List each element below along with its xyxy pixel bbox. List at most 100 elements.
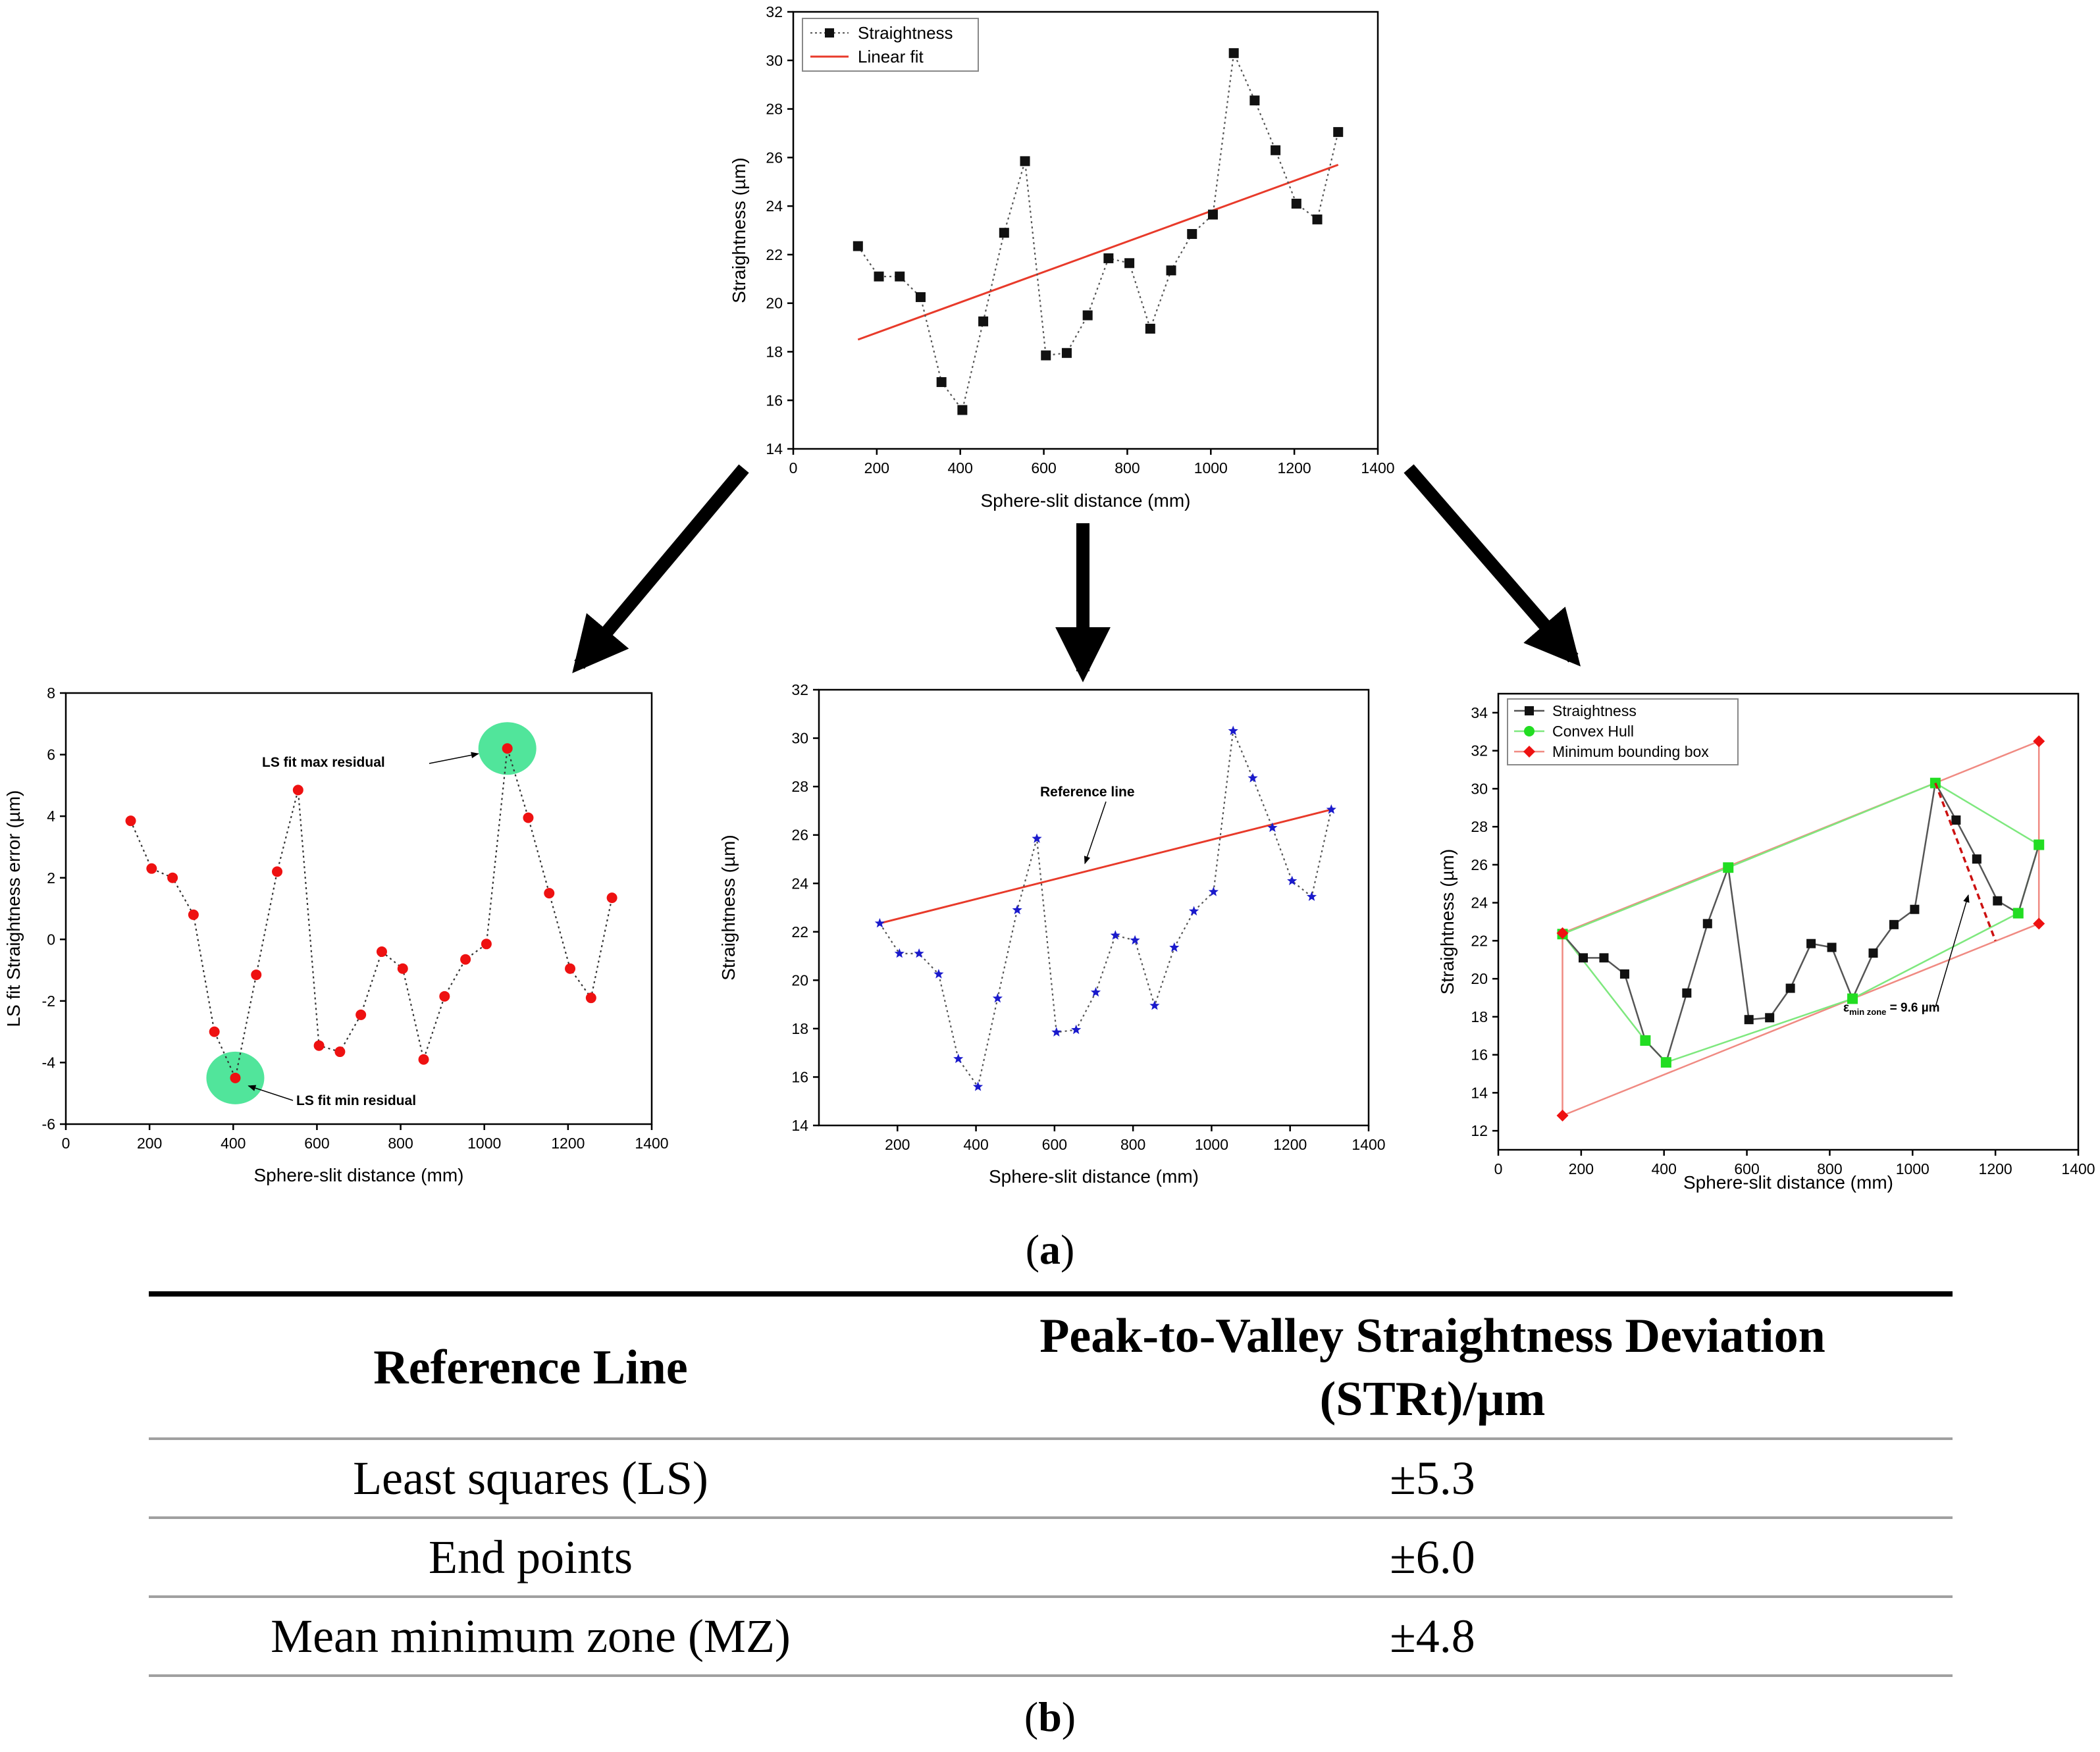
data-point [999, 228, 1009, 238]
straightness-table: Reference Line Peak-to-Valley Straightne… [149, 1291, 1953, 1677]
plot-frame [818, 688, 1370, 1127]
data-point [1130, 935, 1140, 945]
data-point [502, 743, 513, 754]
data-point [972, 1081, 984, 1091]
data-point [1599, 953, 1609, 963]
data-point [1972, 854, 1982, 864]
x-tick-label: 1200 [1979, 1160, 2012, 1177]
y-tick-label: 30 [1471, 780, 1488, 797]
data-point [1267, 822, 1278, 833]
x-tick-label: 1000 [1896, 1160, 1929, 1177]
x-tick-label: 1000 [467, 1135, 501, 1152]
data-point [1619, 969, 1629, 979]
data-point [313, 1040, 325, 1051]
header-reference-line: Reference Line [373, 1341, 688, 1395]
min-zone-pointer [1935, 894, 1970, 1008]
row-method: Least squares (LS) [353, 1451, 708, 1505]
data-point [1051, 1027, 1062, 1037]
data-point [460, 954, 471, 965]
y-tick-label: 14 [1471, 1084, 1488, 1101]
data-point [1228, 725, 1238, 735]
y-tick-label: 12 [1471, 1122, 1488, 1139]
series-line [879, 728, 1332, 1089]
data-point [251, 969, 262, 981]
data-point [1271, 145, 1281, 155]
caption-a: (a) [1025, 1226, 1075, 1273]
y-tick-label: 14 [791, 1117, 808, 1134]
reference-line-pointer [1084, 801, 1107, 865]
legend-bounding-box-marker [1523, 746, 1535, 758]
legend-convex-hull-marker [1524, 726, 1535, 736]
data-point [376, 946, 387, 957]
x-tick-label: 1000 [1195, 1136, 1228, 1153]
data-point [1951, 815, 1961, 825]
y-axis-label: LS fit Straightness error (µm) [3, 790, 24, 1027]
x-tick-label: 400 [221, 1135, 246, 1152]
data-point [565, 963, 576, 974]
data-point [1312, 214, 1323, 224]
legend-straightness-marker [825, 28, 834, 38]
data-point [272, 866, 283, 877]
table-row: Mean minimum zone (MZ) ±4.8 [149, 1597, 1953, 1676]
y-tick-label: 8 [47, 684, 55, 702]
y-tick-label: 24 [766, 197, 783, 215]
data-point [334, 1046, 346, 1058]
data-point [481, 939, 492, 950]
arrow-to-ls-panel [572, 464, 749, 673]
y-tick-label: -2 [42, 992, 55, 1010]
data-point [1702, 919, 1712, 929]
y-tick-label: 18 [791, 1020, 808, 1037]
x-axis-label: Sphere-slit distance (mm) [1683, 1172, 1893, 1193]
data-point [1868, 948, 1878, 958]
y-axis-label: Straightness (µm) [718, 835, 739, 981]
max-residual-annotation: LS fit max residual [262, 755, 385, 770]
y-tick-label: 0 [47, 931, 55, 948]
table-row: End points ±6.0 [149, 1518, 1953, 1597]
data-point [933, 969, 944, 979]
y-tick-label: 28 [1471, 818, 1488, 835]
data-point [1061, 348, 1072, 358]
data-point [146, 863, 157, 874]
y-tick-label: 20 [791, 971, 808, 989]
row-value: ±5.3 [1390, 1451, 1475, 1505]
data-point [1124, 258, 1135, 269]
row-method: Mean minimum zone (MZ) [271, 1609, 791, 1662]
data-point [1579, 953, 1588, 963]
y-tick-label: 16 [766, 392, 783, 409]
x-tick-label: 800 [1817, 1160, 1842, 1177]
y-tick-label: -4 [42, 1054, 56, 1071]
min-zone-annotation: εmin zone = 9.6 µm [1843, 1001, 1940, 1017]
linear-fit-line [857, 163, 1339, 341]
y-tick-label: 32 [1471, 742, 1488, 760]
data-point [1032, 833, 1042, 843]
min-residual-pointer [248, 1085, 294, 1101]
plot-frame [1497, 692, 2080, 1151]
max-residual-pointer [429, 752, 479, 764]
data-point [167, 872, 178, 883]
series-line [857, 50, 1339, 412]
data-point [1785, 983, 1795, 993]
data-point [1827, 942, 1837, 952]
x-tick-label: 200 [864, 459, 889, 477]
y-tick-label: 16 [791, 1068, 808, 1085]
data-point [1806, 939, 1816, 948]
data-point [1228, 48, 1239, 59]
minimum-zone-chart: 0 200 400 600 800 1000 1200 1400 12 14 16 18 20 22 24 2… [1437, 692, 2095, 1193]
x-tick-label: 800 [1120, 1136, 1145, 1153]
y-tick-label: 2 [47, 869, 55, 887]
x-tick-label: 0 [62, 1135, 70, 1152]
y-tick-label: 28 [791, 778, 808, 795]
data-point [1333, 127, 1344, 138]
data-point [1149, 1000, 1160, 1010]
data-point [1041, 350, 1051, 361]
row-value: ±4.8 [1390, 1609, 1475, 1662]
x-axis-label: Sphere-slit distance (mm) [989, 1166, 1199, 1187]
data-point [978, 316, 989, 326]
caption-a-letter: a [1039, 1226, 1061, 1273]
legend-bounding-box-label: Minimum bounding box [1552, 743, 1709, 760]
data-point [936, 377, 947, 388]
legend-straightness-marker [1525, 706, 1534, 715]
data-point [1145, 323, 1155, 334]
x-tick-label: 1400 [635, 1135, 668, 1152]
data-point [1910, 904, 1920, 914]
